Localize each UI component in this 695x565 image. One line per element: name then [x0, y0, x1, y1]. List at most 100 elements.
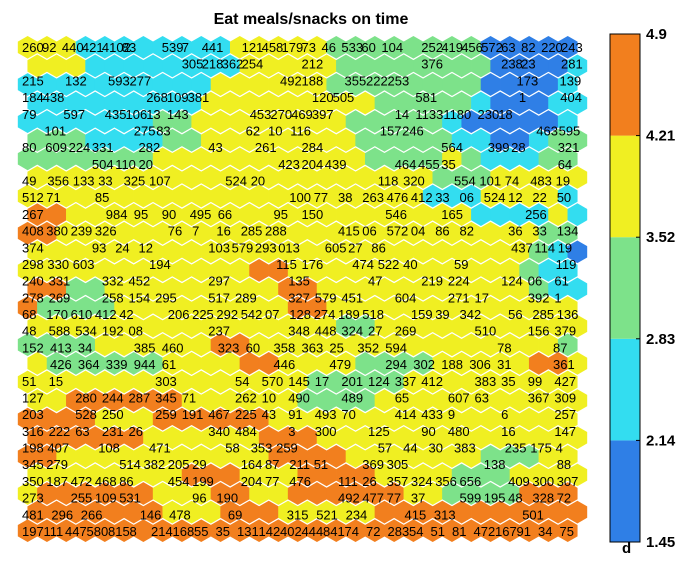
hex-cell [490, 203, 511, 226]
cell-count-label: 29 [192, 457, 206, 472]
cell-count-label: 31 [497, 357, 511, 372]
hex-cell [94, 333, 115, 357]
cell-count-label: 337 [395, 374, 417, 389]
hex-cell [384, 370, 404, 394]
hex-cell [239, 426, 260, 450]
cell-count-label: 340 [208, 424, 230, 439]
hex-cell [393, 91, 414, 115]
hex-cell [152, 519, 173, 543]
hex-cell [364, 73, 385, 96]
hex-cell [509, 203, 530, 226]
hex-cell [172, 110, 192, 134]
cell-count-label: 474 [352, 257, 374, 272]
cell-count-label: 564 [441, 140, 463, 155]
hex-cell [432, 352, 453, 375]
cell-count-label: 215 [22, 73, 44, 88]
hex-cell [114, 444, 134, 468]
cell-count-label: 82 [521, 40, 535, 55]
cell-count-label: 138 [484, 457, 506, 472]
cell-count-label: 572 [481, 40, 503, 55]
cell-count-label: 259 [155, 407, 177, 422]
hex-cell [432, 128, 453, 152]
cell-count-label: 157 [380, 123, 402, 138]
cell-count-label: 14 [395, 107, 409, 122]
cell-count-label: 104 [381, 40, 403, 55]
hex-cell [490, 166, 511, 189]
hex-cell [249, 407, 269, 431]
hex-cell [143, 500, 163, 524]
hex-cell [114, 147, 134, 171]
colorbar-bin [610, 440, 640, 542]
hex-cell [278, 352, 298, 375]
hex-cell [133, 444, 154, 468]
cell-count-label: 63 [75, 424, 89, 439]
hex-cell [85, 91, 105, 115]
hex-cell [94, 35, 115, 59]
hex-cell [345, 370, 366, 394]
cell-count-label: 460 [162, 340, 184, 355]
hex-cell [519, 110, 539, 134]
hex-cell [268, 333, 289, 357]
hex-cell [509, 277, 530, 301]
hex-cell [239, 54, 260, 78]
cell-count-label: 581 [415, 90, 437, 105]
hex-cell [567, 500, 588, 524]
hex-cell [422, 184, 443, 208]
hex-cell [258, 54, 279, 78]
cell-count-label: 381 [188, 90, 210, 105]
hex-cell [316, 277, 337, 301]
cell-count-label: 71 [182, 391, 196, 406]
hex-cell [461, 110, 482, 134]
hex-cell [384, 259, 404, 282]
hex-cell [519, 259, 539, 282]
hex-cell [519, 482, 539, 505]
hex-cell [490, 389, 511, 412]
hex-cell [181, 352, 202, 375]
hex-cell [326, 73, 347, 96]
hex-cell [528, 91, 549, 115]
cell-count-label: 101 [479, 174, 501, 189]
hex-cell [393, 54, 414, 78]
cell-count-label: 490 [288, 391, 310, 406]
hex-cell [480, 221, 501, 245]
hex-cell [75, 184, 96, 208]
hex-cell [220, 203, 241, 226]
hex-cell [413, 426, 433, 450]
hex-cell [422, 482, 443, 505]
cell-count-label: 321 [558, 140, 580, 155]
hex-cell [355, 277, 376, 301]
cell-count-label: 261 [255, 140, 277, 155]
hex-cell [249, 259, 269, 282]
hex-cell [326, 333, 347, 357]
hex-cell [191, 370, 212, 394]
cell-count-label: 528 [75, 407, 97, 422]
hex-cell [336, 426, 356, 450]
cell-count-label: 594 [385, 340, 407, 355]
cell-count-label: 542 [241, 307, 263, 322]
hex-cell [355, 166, 376, 189]
hex-cell [509, 389, 530, 412]
hex-cell [201, 240, 221, 264]
cell-count-label: 60 [246, 340, 260, 355]
hex-cell [239, 314, 260, 338]
hex-cell [355, 463, 376, 487]
cell-count-label: 244 [102, 391, 124, 406]
cell-count-label: 59 [454, 257, 468, 272]
cell-count-label: 453 [250, 107, 272, 122]
hex-cell [143, 463, 163, 487]
cell-count-label: 332 [102, 274, 124, 289]
hex-cell [538, 221, 559, 245]
cell-count-label: 222 [366, 73, 388, 88]
hex-cell [490, 54, 511, 78]
hex-cell [442, 407, 462, 431]
hex-cell [413, 91, 433, 115]
hex-cell [143, 352, 163, 375]
hex-cell [46, 128, 67, 152]
cell-count-label: 588 [49, 324, 71, 339]
hex-cell [172, 296, 192, 319]
cell-count-label: 397 [312, 107, 334, 122]
cell-count-label: 331 [49, 274, 71, 289]
hex-cell [143, 128, 163, 152]
cell-count-label: 609 [45, 140, 67, 155]
hex-cell [172, 444, 192, 468]
